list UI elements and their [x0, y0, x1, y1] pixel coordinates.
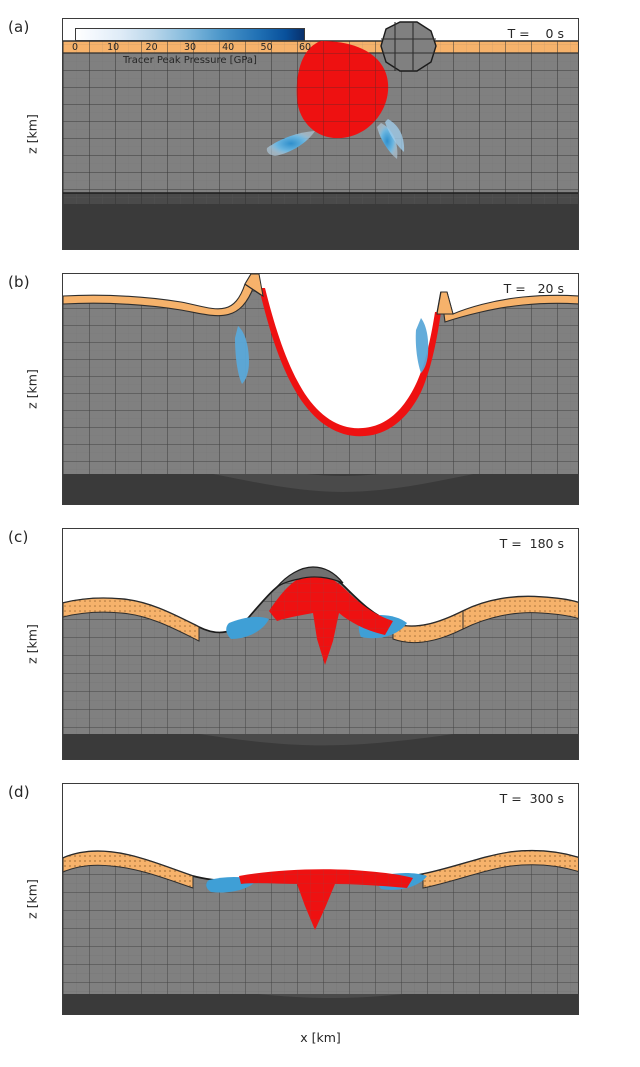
panel-a-axes: T = 0 s 0 10 20 30 40 50 60 Tracer Peak …	[62, 18, 579, 250]
colorbar-tick: 0	[71, 42, 79, 53]
colorbar-tick: 40	[222, 42, 235, 53]
panel-c: (c) z [km] T = 180 s	[0, 528, 640, 760]
shock-region-red	[259, 288, 441, 437]
figure-xlabel: x [km]	[300, 1030, 341, 1045]
panel-a-ylabel: z [km]	[24, 114, 40, 154]
panel-c-time-label: T = 180 s	[499, 536, 564, 551]
colorbar-tick: 20	[145, 42, 158, 53]
central-peak-cap	[276, 566, 344, 588]
shock-region-blue	[266, 119, 405, 159]
panel-d-axes: T = 300 s	[62, 783, 579, 1015]
shock-region-blue	[226, 616, 269, 639]
panel-b-time-label: T = 20 s	[503, 281, 564, 296]
panel-c-plot	[63, 529, 578, 759]
panel-a-label: (a)	[8, 18, 30, 36]
colorbar-title: Tracer Peak Pressure [GPa]	[123, 55, 257, 66]
panel-c-svg	[63, 566, 578, 759]
panel-b-svg	[63, 274, 578, 504]
colorbar-ticks: 0 10 20 30 40 50 60	[71, 41, 311, 54]
panel-d: (d) z [km] T = 300 s	[0, 783, 640, 1015]
panel-d-time-label: T = 300 s	[499, 791, 564, 806]
shock-region-blue	[235, 326, 249, 384]
impactor-body	[380, 21, 437, 72]
panel-b-ylabel: z [km]	[24, 369, 40, 409]
panel-b: (b) z [km] T = 20 s	[0, 273, 640, 505]
shock-region-blue	[415, 318, 429, 373]
panel-c-ylabel: z [km]	[24, 624, 40, 664]
panel-a-plot	[63, 19, 578, 249]
panel-a-svg	[63, 21, 578, 249]
panel-c-label: (c)	[8, 528, 29, 546]
surface-layer	[63, 850, 578, 889]
panel-a: (a) z [km] T = 0 s 0 10 20 30 40 50 60 T…	[0, 18, 640, 250]
surface-layer	[63, 596, 578, 644]
panel-c-axes: T = 180 s	[62, 528, 579, 760]
panel-d-label: (d)	[8, 783, 30, 801]
mantle-layer	[63, 204, 578, 249]
colorbar-tick: 50	[260, 42, 273, 53]
panel-d-svg	[63, 850, 578, 1014]
panel-b-axes: T = 20 s	[62, 273, 579, 505]
panel-d-ylabel: z [km]	[24, 879, 40, 919]
panel-a-time-label: T = 0 s	[507, 26, 564, 41]
colorbar-tick: 10	[107, 42, 120, 53]
panel-b-plot	[63, 274, 578, 504]
colorbar-tick: 30	[183, 42, 197, 53]
panel-b-label: (b)	[8, 273, 30, 291]
colorbar-tick: 60	[298, 42, 312, 53]
panel-d-plot	[63, 784, 578, 1014]
colorbar-legend: 0 10 20 30 40 50 60 Tracer Peak Pressure…	[71, 28, 311, 66]
colorbar-gradient	[75, 28, 305, 41]
